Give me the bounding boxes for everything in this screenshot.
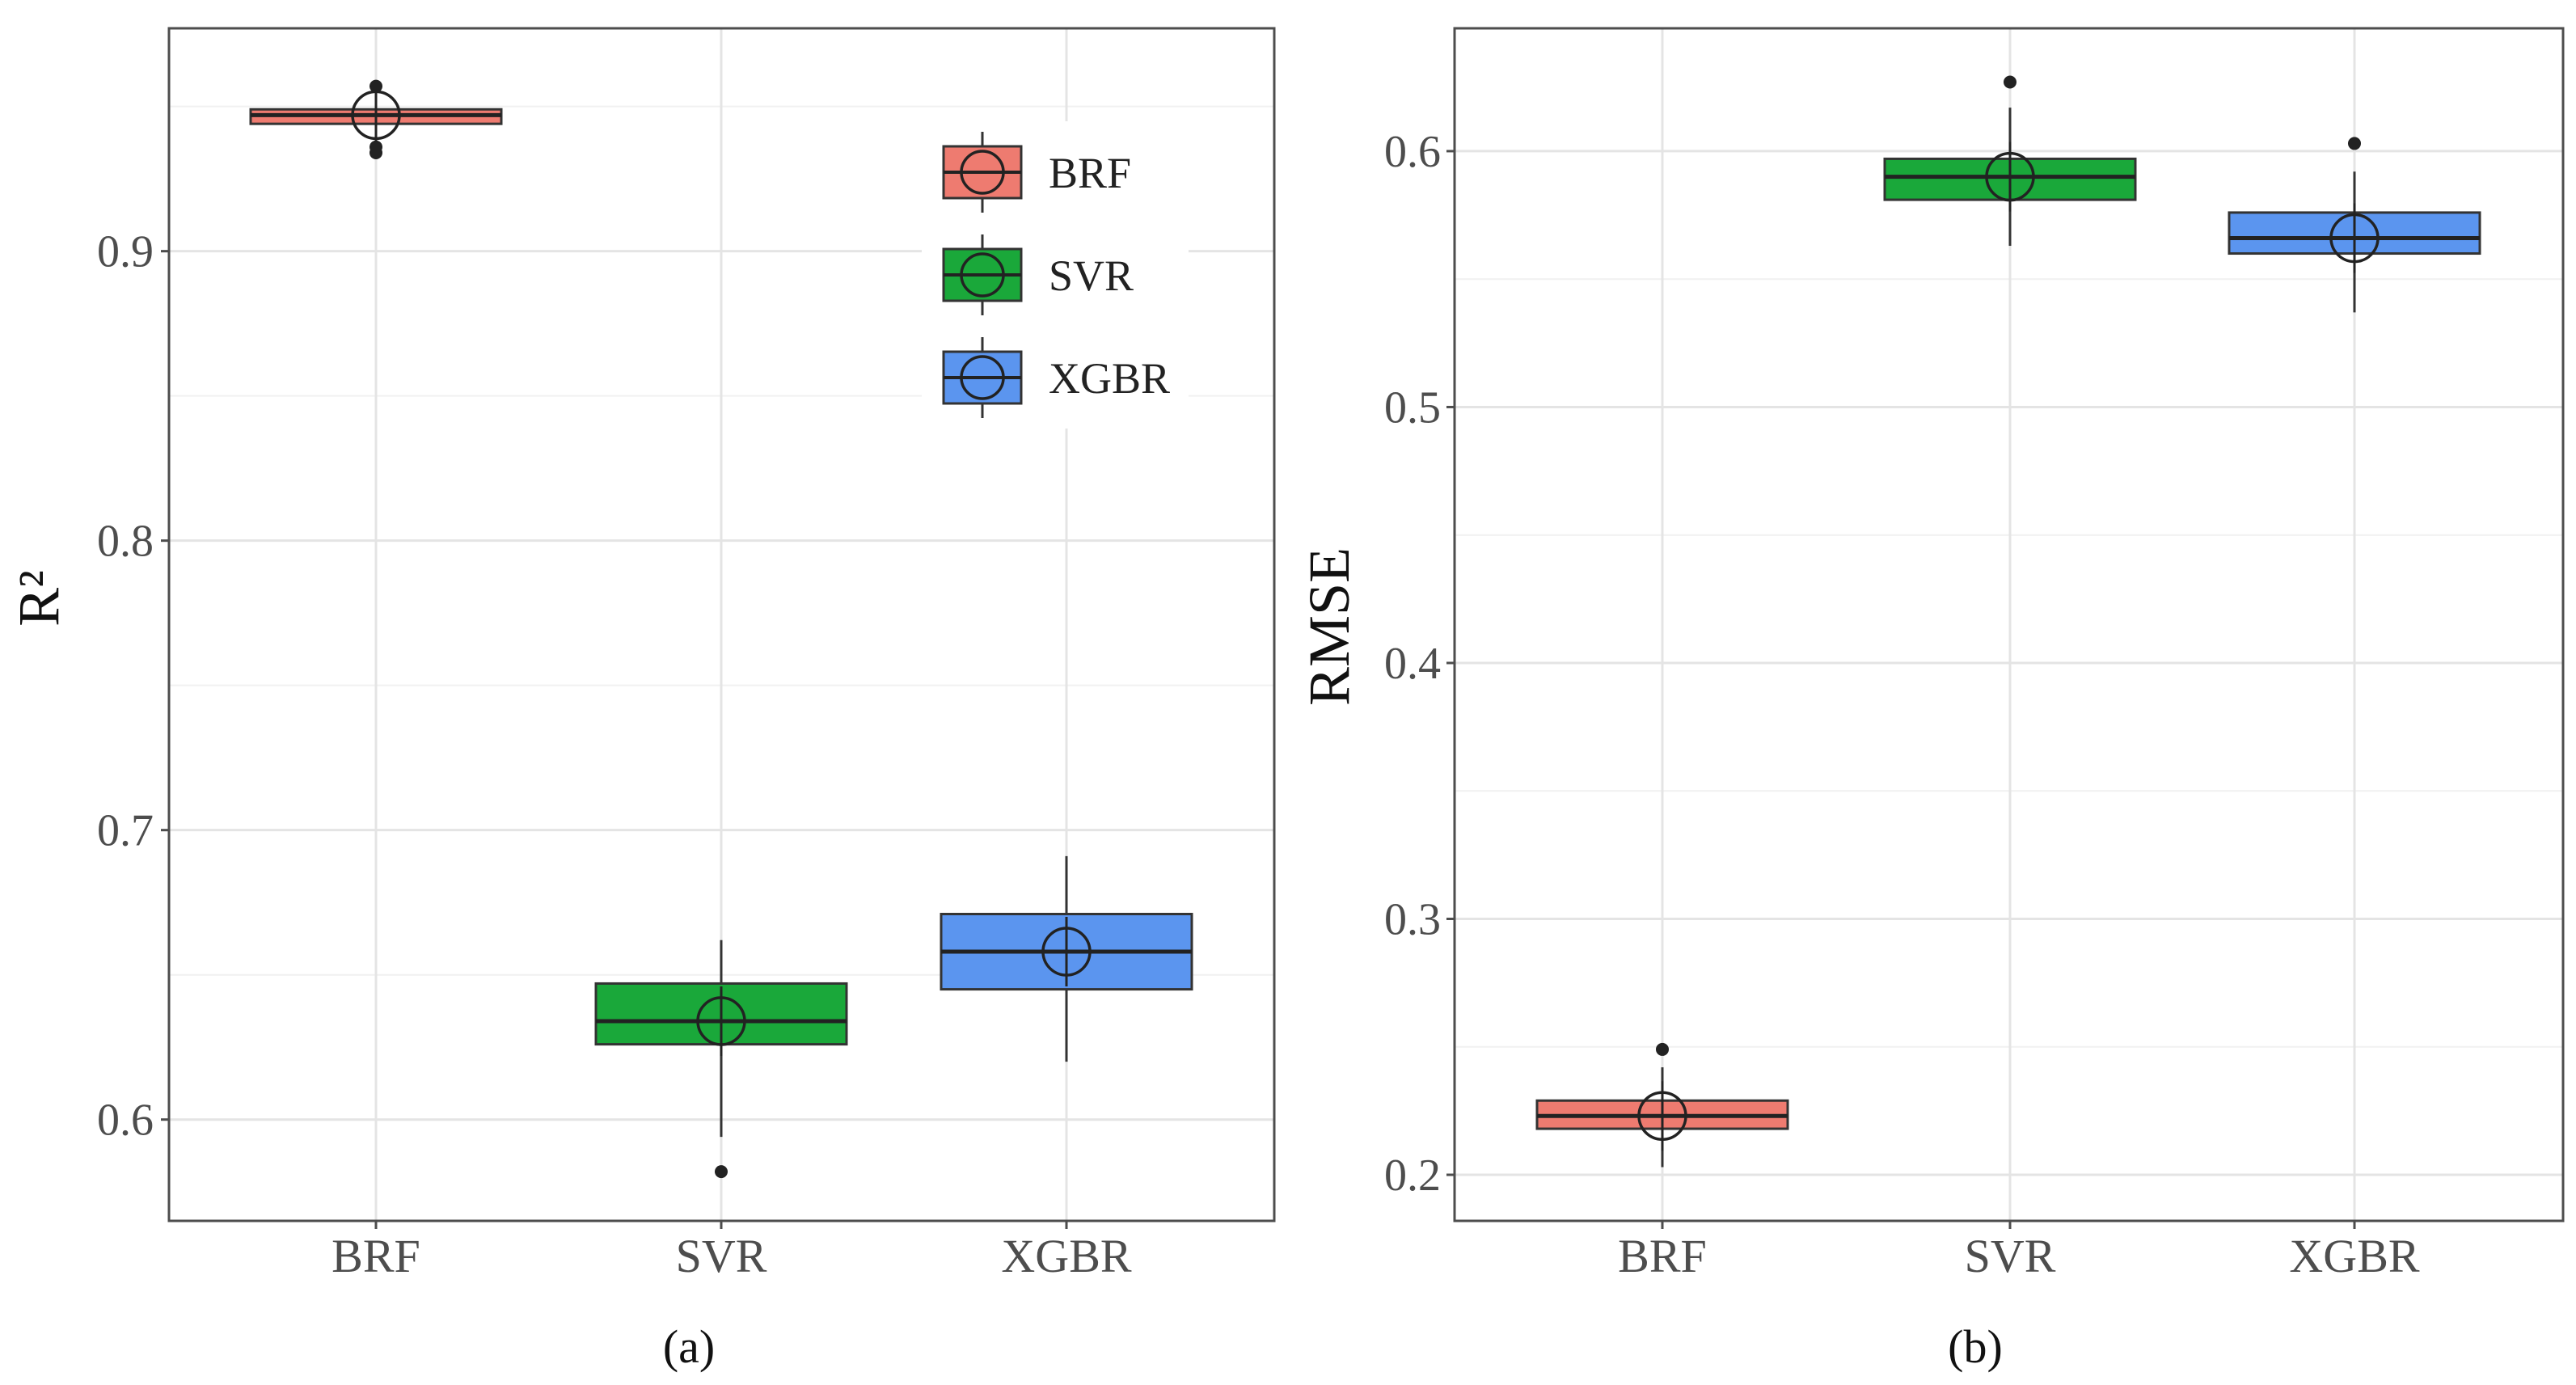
- y-tick-label: 0.4: [1384, 639, 1441, 689]
- x-tick-label: BRF: [332, 1230, 420, 1282]
- box-brf: [249, 79, 503, 159]
- outlier-point: [2004, 75, 2016, 89]
- panel-caption: (b): [1948, 1320, 2003, 1373]
- x-tick-label: BRF: [1618, 1230, 1707, 1282]
- legend: BRF SVR XGBR: [922, 121, 1189, 429]
- panel-caption: (a): [663, 1320, 715, 1373]
- legend-item-xgbr: XGBR: [942, 337, 1170, 418]
- box-xgbr: [940, 855, 1193, 1062]
- outlier-point: [2348, 137, 2361, 150]
- y-tick-label: 0.5: [1384, 382, 1441, 433]
- outlier-point: [370, 140, 382, 154]
- y-tick-label: 0.6: [97, 1096, 154, 1146]
- legend-key-mean-circle: [960, 150, 1005, 195]
- y-tick-label: 0.2: [1384, 1151, 1441, 1201]
- legend-key-mean-circle: [960, 355, 1005, 400]
- legend-item-brf: BRF: [942, 132, 1131, 213]
- box-svr: [1883, 75, 2137, 247]
- chart-panel-a: 0.6 0.7 0.8 0.9 BRF SVR XGBR R² (a) BRF SVR XGBR: [6, 27, 1276, 1373]
- x-tick-label: XGBR: [2289, 1230, 2419, 1282]
- x-tick-label: SVR: [676, 1230, 767, 1282]
- y-axis-label: RMSE: [1297, 547, 1362, 706]
- y-tick-label: 0.3: [1384, 895, 1441, 945]
- y-tick-label: 0.9: [97, 227, 154, 277]
- outlier-point: [1656, 1042, 1669, 1056]
- outlier-point: [715, 1165, 728, 1179]
- box-brf: [1535, 1042, 1789, 1168]
- box-svr: [594, 940, 848, 1179]
- chart-panel-b: 0.2 0.3 0.4 0.5 0.6 BRF SVR XGBR RMSE (b): [1297, 27, 2565, 1373]
- y-axis-label: R²: [6, 570, 71, 627]
- legend-key-mean-circle: [960, 252, 1005, 298]
- legend-label: BRF: [1049, 149, 1131, 197]
- y-tick-label: 0.7: [97, 806, 154, 856]
- box-xgbr: [2228, 137, 2481, 313]
- legend-label: XGBR: [1049, 354, 1170, 403]
- outlier-point: [370, 79, 382, 93]
- y-tick-label: 0.6: [1384, 127, 1441, 177]
- x-tick-label: SVR: [1965, 1230, 2056, 1282]
- y-tick-label: 0.8: [97, 517, 154, 567]
- legend-item-svr: SVR: [942, 234, 1134, 315]
- legend-label: SVR: [1049, 251, 1134, 300]
- x-tick-label: XGBR: [1001, 1230, 1131, 1282]
